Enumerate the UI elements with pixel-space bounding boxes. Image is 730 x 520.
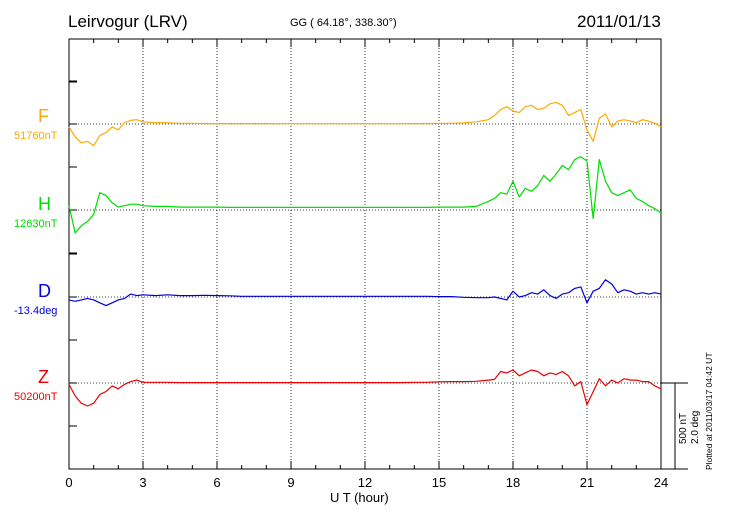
x-tick-label: 21 <box>580 475 594 490</box>
x-tick-label: 9 <box>287 475 294 490</box>
scale-bar-nt-label: 500 nT <box>678 412 689 444</box>
channel-label-d: D <box>38 281 51 301</box>
x-tick-label: 24 <box>654 475 668 490</box>
x-tick-label: 6 <box>213 475 220 490</box>
station-title: Leirvogur (LRV) <box>68 12 188 31</box>
series-line-z <box>68 369 662 407</box>
station-coordinates: GG ( 64.18°, 338.30°) <box>290 17 397 29</box>
series-line-h <box>68 156 662 234</box>
series-line-d <box>68 279 662 307</box>
plot-frame <box>68 38 662 470</box>
channel-baseline-h: 12630nT <box>14 218 58 230</box>
plot-date: 2011/01/13 <box>577 12 661 31</box>
x-tick-label: 0 <box>65 475 72 490</box>
channel-label-z: Z <box>38 367 49 387</box>
channel-baseline-d: -13.4deg <box>14 305 58 317</box>
series-line-f <box>68 101 662 147</box>
x-tick-label: 15 <box>432 475 446 490</box>
scale-bar-deg-label: 2.0 deg <box>690 410 701 444</box>
x-tick-label: 3 <box>139 475 146 490</box>
channel-label-h: H <box>38 194 51 214</box>
plotted-at-note: Plotted at 2011/03/17 04:42 UT <box>704 352 714 470</box>
x-tick-label: 12 <box>358 475 372 490</box>
channel-baseline-f: 51760nT <box>14 130 58 142</box>
channel-baseline-z: 50200nT <box>14 391 58 403</box>
x-tick-label: 18 <box>506 475 520 490</box>
x-axis-title: U T (hour) <box>330 490 389 505</box>
channel-label-f: F <box>38 106 49 126</box>
